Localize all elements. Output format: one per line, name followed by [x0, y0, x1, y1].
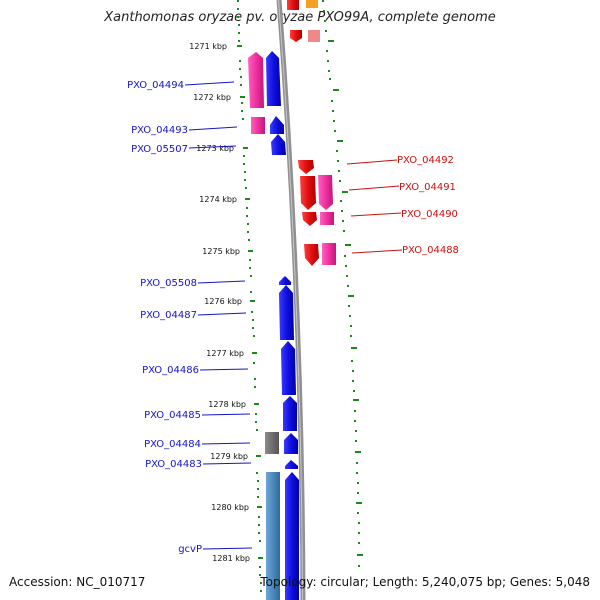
gene-label-PXO_04493[interactable]: PXO_04493 — [131, 125, 188, 136]
gene-label-gcvP[interactable]: gcvP — [178, 544, 202, 555]
map-title: Xanthomonas oryzae pv. oryzae PXO99A, co… — [104, 10, 496, 25]
gene-label-PXO_04491[interactable]: PXO_04491 — [399, 182, 456, 193]
topology-text: Topology: circular; Length: 5,240,075 bp… — [260, 575, 590, 589]
accession-text: Accession: NC_010717 — [9, 575, 146, 589]
gene-label-PXO_04486[interactable]: PXO_04486 — [142, 365, 199, 376]
gene-PXO_04483[interactable] — [285, 460, 298, 469]
gene-label-PXO_04487[interactable]: PXO_04487 — [140, 310, 197, 321]
gene-label-PXO_04485[interactable]: PXO_04485 — [144, 410, 201, 421]
gene-label-PXO_05507[interactable]: PXO_05507 — [131, 144, 188, 155]
gene-PXO_04490[interactable] — [302, 212, 334, 226]
left-gene-labels — [184, 81, 253, 550]
kbp-label: 1281 kbp — [212, 554, 250, 563]
outer-dotted-ring — [322, 0, 363, 567]
gene-gcvP[interactable] — [266, 472, 299, 600]
gene-PXO_04484[interactable] — [265, 432, 298, 454]
kbp-label: 1275 kbp — [202, 247, 240, 256]
gene-label-PXO_04494[interactable]: PXO_04494 — [127, 80, 184, 91]
gene-label-PXO_04483[interactable]: PXO_04483 — [145, 459, 202, 470]
kbp-label: 1271 kbp — [189, 42, 227, 51]
gene-PXO_04491[interactable] — [300, 175, 333, 210]
kbp-scale-labels: 1271 kbp 1272 kbp 1273 kbp 1274 kbp 1275… — [189, 42, 250, 563]
kbp-label: 1279 kbp — [210, 452, 248, 461]
gene-label-PXO_04490[interactable]: PXO_04490 — [401, 209, 458, 220]
kbp-label: 1272 kbp — [193, 93, 231, 102]
right-gene-labels — [346, 159, 403, 254]
kbp-label: 1277 kbp — [206, 349, 244, 358]
kbp-label: 1273 kbp — [196, 144, 234, 153]
gene-PXO_05507[interactable] — [271, 134, 286, 155]
gene-PXO_04493[interactable] — [251, 116, 284, 134]
inner-dotted-ring — [237, 0, 263, 592]
gene-PXO_04494[interactable] — [248, 51, 281, 108]
kbp-label: 1274 kbp — [199, 195, 237, 204]
gene-PXO_04486[interactable] — [281, 341, 296, 395]
gene-label-PXO_04492[interactable]: PXO_04492 — [397, 155, 454, 166]
gene-PXO_04488[interactable] — [304, 243, 336, 266]
kbp-label: 1278 kbp — [208, 400, 246, 409]
kbp-label: 1280 kbp — [211, 503, 249, 512]
kbp-label: 1276 kbp — [204, 297, 242, 306]
gene-label-PXO_05508[interactable]: PXO_05508 — [140, 278, 197, 289]
gene-PXO_05508[interactable] — [279, 276, 291, 285]
gene-top-fragments[interactable] — [287, 0, 320, 42]
gene-PXO_04487[interactable] — [279, 285, 294, 340]
gene-label-PXO_04488[interactable]: PXO_04488 — [402, 245, 459, 256]
gene-PXO_04485[interactable] — [283, 396, 297, 431]
gene-PXO_04492[interactable] — [298, 160, 314, 174]
gene-label-PXO_04484[interactable]: PXO_04484 — [144, 439, 201, 450]
